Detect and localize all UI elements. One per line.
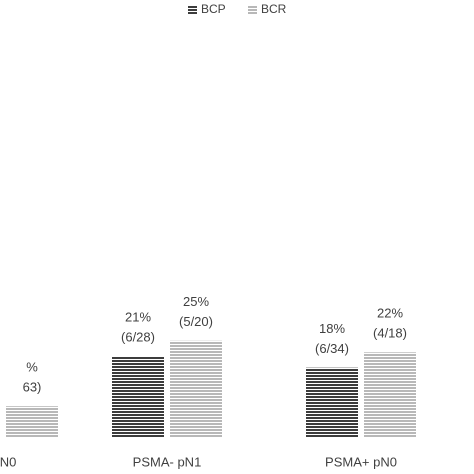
value-label: 18%	[319, 321, 345, 336]
legend-label: BCR	[261, 2, 287, 16]
bar	[364, 352, 416, 437]
value-label: 21%	[125, 310, 151, 325]
legend-swatch	[248, 5, 257, 14]
legend-label: BCP	[201, 2, 226, 16]
count-label: 63)	[23, 380, 42, 395]
x-tick-label: N0	[0, 454, 16, 469]
value-label: 25%	[183, 294, 209, 309]
count-label: (4/18)	[373, 326, 407, 341]
legend-swatch	[188, 5, 197, 14]
count-label: (6/28)	[121, 330, 155, 345]
value-label: %	[26, 360, 38, 375]
x-tick-label: PSMA- pN1	[133, 454, 202, 469]
bar	[306, 367, 358, 437]
x-tick-label: PSMA+ pN0	[325, 454, 397, 469]
bar	[170, 340, 222, 437]
count-label: (5/20)	[179, 314, 213, 329]
value-label: 22%	[377, 306, 403, 321]
bar	[112, 356, 164, 437]
bar	[6, 406, 58, 437]
count-label: (6/34)	[315, 341, 349, 356]
